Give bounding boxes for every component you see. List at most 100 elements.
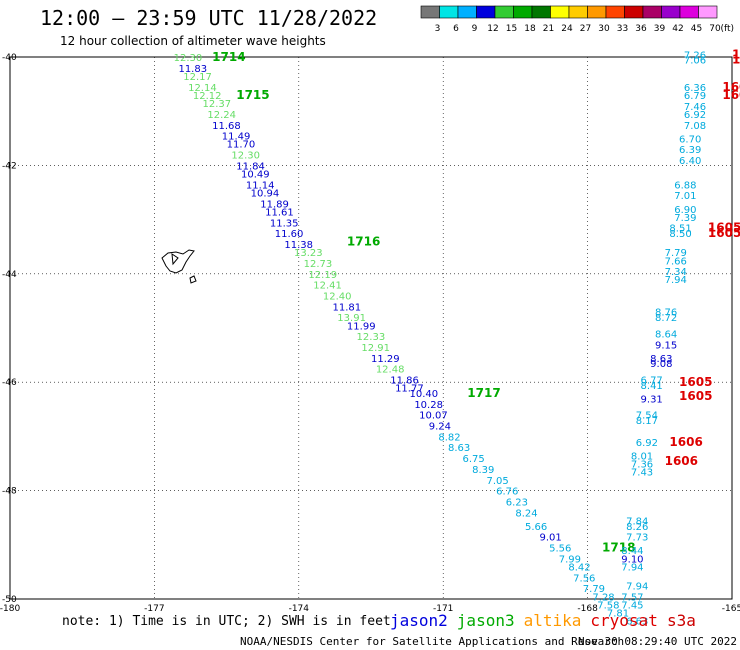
x-tick-label: -171: [433, 604, 453, 614]
wave-height-label: 12.14: [188, 83, 217, 94]
colorbar-label: 45: [691, 24, 702, 34]
pass-time-label: 1714: [212, 50, 245, 64]
colorbar-label: 30: [598, 24, 610, 34]
wave-height-label: 11.68: [212, 121, 241, 132]
wave-height-label: 8.63: [650, 354, 672, 365]
wave-height-label: 7.05: [487, 476, 509, 487]
wave-height-label: 8.41: [641, 381, 663, 392]
satellite-legend: jason2 jason3 altika cryosat s3a: [390, 611, 696, 630]
wave-height-label: 11.14: [246, 180, 275, 191]
wave-height-label: 10.40: [410, 389, 439, 400]
colorbar-swatch: [531, 5, 551, 19]
wave-height-label: 13.23: [294, 248, 323, 259]
x-tick-label: -174: [289, 604, 310, 614]
colorbar-label: 12: [487, 24, 498, 34]
wave-height-label: 8.76: [655, 308, 677, 319]
wave-height-label: 6.90: [674, 205, 696, 216]
wave-height-label: 11.49: [222, 132, 251, 143]
wave-height-label: 11.81: [332, 302, 361, 313]
wave-height-label: 12.30: [174, 53, 203, 64]
x-tick-label: -168: [577, 604, 598, 614]
colorbar-label: 6: [453, 24, 459, 34]
wave-height-label: 12.41: [313, 281, 342, 292]
wave-height-label: 5.56: [549, 544, 571, 555]
plot-frame: [9, 56, 733, 600]
wave-height-label: 7.43: [631, 468, 653, 479]
wave-height-label: 7.73: [626, 533, 648, 544]
y-tick-label: -44: [2, 270, 17, 280]
plot-area: -180 -177 -174 -171 -168 -165 -40 -42 -44 -46 -48 -…: [0, 47, 740, 627]
wave-height-label: 6.70: [679, 134, 701, 145]
pass-time-label: 1718: [602, 541, 635, 555]
colorbar-label: 27: [580, 24, 591, 34]
wave-height-label: 7.94: [665, 275, 687, 286]
wave-height-label: 12.48: [376, 365, 405, 376]
wave-height-label: 8.63: [448, 443, 470, 454]
wave-height-label: 11.61: [265, 207, 294, 218]
wave-height-label: 7.84: [626, 516, 648, 527]
colorbar-swatch: [679, 5, 699, 19]
wave-height-label: 7.94: [621, 562, 643, 573]
colorbar-swatch: [420, 5, 440, 19]
wave-height-label: 11.84: [236, 161, 265, 172]
wave-height-label: 8.39: [472, 465, 494, 476]
wave-height-label: 7.39: [674, 213, 696, 224]
pass-time-label: 1604: [732, 53, 740, 67]
wave-height-label: 7.56: [573, 573, 595, 584]
wave-height-label: 6.36: [684, 83, 706, 94]
wave-height-label: 11.99: [347, 321, 376, 332]
wave-height-label: 11.83: [178, 64, 207, 75]
colorbar-label: 21: [543, 24, 554, 34]
wave-height-label: 12.33: [357, 332, 386, 343]
colorbar-label: 15: [506, 24, 517, 34]
pass-time-label: 1715: [236, 88, 269, 102]
colorbar-swatch: [513, 5, 533, 19]
wave-height-label: 6.77: [641, 375, 663, 386]
wave-height-label: 11.35: [270, 218, 299, 229]
wave-height-label: 7.81: [607, 609, 629, 620]
wave-height-label: 7.36: [631, 460, 653, 471]
wave-height-label: 8.26: [626, 522, 648, 533]
colorbar-swatch: [698, 5, 718, 19]
x-tick-label: -165: [722, 604, 740, 614]
wave-height-label: 8.51: [669, 224, 691, 235]
colorbar-label: 33: [617, 24, 628, 34]
pass-time-label: 1604: [722, 80, 740, 94]
wave-height-label: 7.45: [621, 600, 643, 611]
pass-time-label: 1605: [708, 226, 740, 240]
wave-height-label: 12.73: [304, 259, 333, 270]
wave-height-label: 12.19: [308, 270, 337, 281]
wave-height-label: 6.75: [462, 454, 484, 465]
wave-height-label: 8.50: [669, 229, 691, 240]
colorbar-label: 24: [561, 24, 573, 34]
legend-entry: cryosat: [590, 611, 657, 630]
wave-height-label: 8.44: [621, 546, 643, 557]
wave-height-label: 8.42: [568, 562, 590, 573]
wave-height-label: 6.40: [679, 156, 701, 167]
wave-height-label: 7.94: [626, 581, 648, 592]
wave-height-label: 7.54: [636, 411, 658, 422]
legend-entry: jason3: [457, 611, 515, 630]
wave-height-label: 7.06: [684, 56, 706, 67]
wave-height-label: 12.30: [231, 151, 260, 162]
colorbar-label: 70: [709, 24, 721, 34]
colorbar-swatch: [457, 5, 477, 19]
wave-height-label: 11.38: [284, 240, 313, 251]
legend-entry: altika: [524, 611, 582, 630]
colorbar-label: 18: [524, 24, 536, 34]
island-lagoon: [171, 252, 179, 266]
colorbar: 3 6 9 12 15 18 21 24 27 30 33 36 39 42 45 70 (ft): [420, 5, 734, 34]
wave-height-label: 7.58: [597, 600, 619, 611]
wave-height-label: 7.46: [684, 102, 706, 113]
colorbar-swatch: [476, 5, 496, 19]
wave-height-label: 6.63: [626, 617, 648, 628]
colorbar-label: 3: [435, 24, 441, 34]
chart-title: 12:00 – 23:59 UTC 11/28/2022: [40, 6, 377, 30]
wave-height-label: 7.79: [583, 584, 605, 595]
y-tick-label: -48: [2, 487, 17, 497]
pass-time-label: 1606: [669, 435, 702, 449]
wave-height-label: 12.37: [203, 99, 232, 110]
colorbar-swatch: [550, 5, 570, 19]
wave-height-label: 9.24: [429, 422, 451, 433]
